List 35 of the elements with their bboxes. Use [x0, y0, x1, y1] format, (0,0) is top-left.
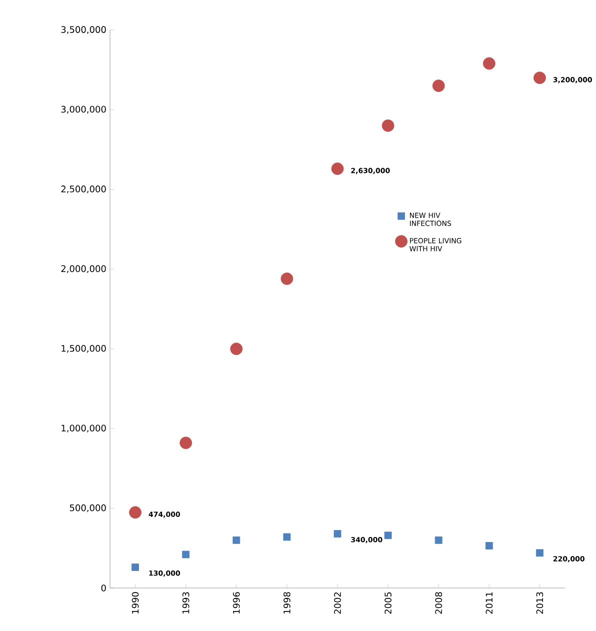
- point: [180, 436, 192, 450]
- x-tick-label: 2011: [486, 592, 493, 614]
- y-tick-label: 500,000: [70, 504, 106, 512]
- point: [434, 536, 442, 544]
- y-tick-label: 3,000,000: [61, 106, 106, 114]
- x-tick-label: 2013: [536, 592, 544, 614]
- x-tick-label: 1993: [182, 592, 190, 614]
- x-tick-label: 2005: [384, 592, 392, 614]
- point: [182, 550, 190, 558]
- point: [482, 57, 496, 70]
- x-tick-label: 1998: [284, 592, 290, 614]
- y-tick-label: 2,500,000: [61, 186, 106, 194]
- point: [536, 549, 544, 557]
- point: [331, 162, 344, 175]
- point: [232, 536, 240, 544]
- y-tick-label: 0: [101, 584, 106, 592]
- point: [132, 564, 139, 571]
- y-tick-label: 2,000,000: [61, 265, 106, 274]
- x-tick-label: 2008: [435, 592, 442, 614]
- point: [129, 506, 142, 519]
- point: [334, 530, 342, 538]
- point: [382, 119, 394, 132]
- point: [280, 272, 294, 285]
- y-tick-label: 1,000,000: [62, 424, 106, 432]
- point: [230, 342, 243, 356]
- y-tick-label: 1,500,000: [62, 344, 106, 353]
- point: [485, 542, 493, 550]
- point: [432, 80, 445, 92]
- point: [384, 532, 392, 540]
- x-tick-label: 1990: [132, 592, 139, 614]
- point: [534, 72, 546, 84]
- y-tick-label: 3,500,000: [61, 26, 106, 34]
- x-tick-label: 2002: [334, 592, 341, 614]
- x-tick-label: 1996: [232, 592, 240, 614]
- point: [283, 533, 291, 541]
